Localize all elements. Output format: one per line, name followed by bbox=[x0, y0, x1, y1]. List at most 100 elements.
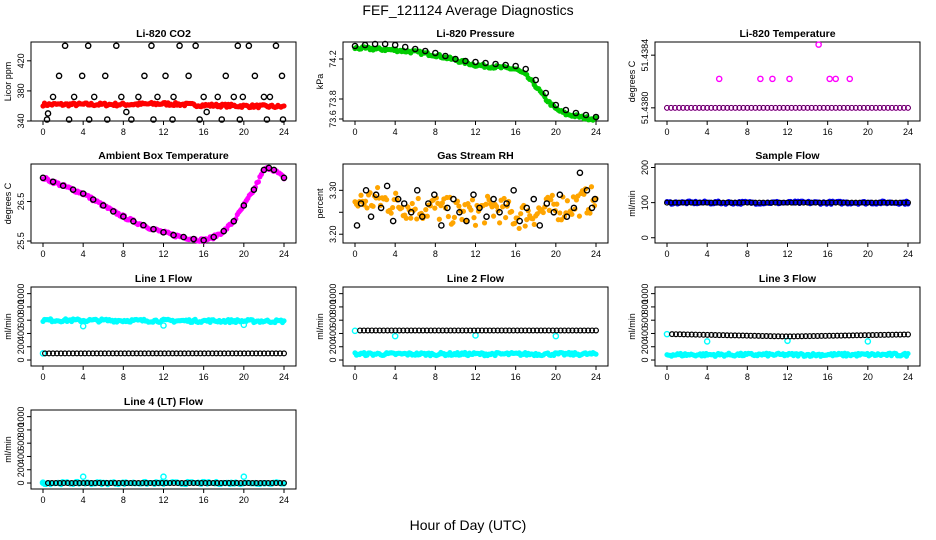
data-point bbox=[548, 197, 554, 203]
data-point bbox=[792, 105, 799, 111]
data-point bbox=[351, 327, 359, 335]
data-point bbox=[218, 116, 226, 123]
data-point bbox=[572, 109, 580, 117]
data-point bbox=[704, 331, 711, 338]
data-point bbox=[483, 201, 489, 207]
data-point bbox=[540, 209, 546, 216]
data-point bbox=[90, 93, 98, 101]
data-point bbox=[904, 331, 911, 338]
data-point bbox=[391, 41, 399, 49]
x-tick-label: 24 bbox=[591, 372, 601, 382]
data-point bbox=[712, 105, 718, 111]
data-point bbox=[377, 204, 385, 212]
data-point bbox=[423, 327, 430, 334]
data-point bbox=[553, 327, 560, 334]
data-point bbox=[127, 480, 134, 487]
data-point bbox=[560, 194, 566, 200]
data-point bbox=[129, 350, 136, 357]
data-point bbox=[506, 327, 513, 334]
data-point bbox=[788, 199, 795, 206]
data-point bbox=[362, 198, 369, 204]
data-point bbox=[784, 199, 791, 206]
data-point bbox=[490, 195, 497, 203]
data-point bbox=[205, 350, 212, 357]
data-point bbox=[68, 480, 75, 487]
y-tick-label: 800 bbox=[16, 422, 26, 437]
data-point bbox=[97, 350, 104, 357]
data-point bbox=[873, 331, 880, 338]
data-point bbox=[728, 332, 735, 339]
data-point bbox=[123, 108, 130, 116]
data-point bbox=[865, 105, 871, 111]
x-tick-label: 12 bbox=[158, 372, 168, 382]
data-point bbox=[88, 480, 95, 487]
data-point bbox=[593, 351, 599, 357]
data-point bbox=[279, 116, 287, 123]
data-point bbox=[767, 333, 774, 340]
data-point bbox=[203, 108, 210, 116]
data-point bbox=[411, 45, 419, 53]
data-point bbox=[42, 350, 49, 357]
data-point bbox=[826, 75, 833, 83]
data-point bbox=[65, 350, 72, 357]
data-point bbox=[684, 331, 691, 338]
data-point bbox=[510, 187, 517, 194]
data-point bbox=[265, 480, 272, 487]
data-point bbox=[848, 199, 855, 206]
data-point bbox=[463, 218, 470, 224]
data-point bbox=[814, 332, 821, 339]
x-tick-label: 12 bbox=[470, 372, 480, 382]
data-point bbox=[109, 208, 117, 215]
data-point bbox=[796, 199, 803, 206]
data-point bbox=[80, 480, 87, 487]
data-point bbox=[240, 473, 248, 481]
data-point bbox=[404, 327, 411, 334]
data-point bbox=[873, 105, 879, 111]
data-point bbox=[109, 350, 116, 357]
series bbox=[352, 349, 599, 359]
data-point bbox=[135, 480, 142, 487]
data-point bbox=[561, 327, 568, 334]
y-tick-label: 600 bbox=[640, 313, 650, 328]
data-point bbox=[532, 76, 540, 84]
data-point bbox=[162, 72, 169, 80]
y-axis-label: Licor ppm bbox=[3, 62, 13, 102]
data-point bbox=[166, 480, 173, 487]
data-point bbox=[696, 105, 702, 111]
data-point bbox=[780, 105, 787, 111]
data-point bbox=[526, 327, 533, 334]
data-point bbox=[577, 327, 584, 334]
data-point bbox=[78, 72, 86, 80]
data-point bbox=[857, 105, 863, 111]
series bbox=[715, 41, 854, 83]
data-point bbox=[849, 332, 856, 339]
data-point bbox=[361, 41, 369, 49]
data-point bbox=[768, 105, 775, 111]
panel-title: Li-820 Temperature bbox=[739, 28, 835, 40]
data-point bbox=[716, 332, 723, 339]
data-point bbox=[137, 350, 144, 357]
data-point bbox=[684, 105, 690, 111]
data-point bbox=[881, 105, 887, 111]
data-point bbox=[760, 105, 767, 111]
data-point bbox=[141, 72, 148, 80]
data-point bbox=[384, 197, 390, 203]
panel-title: Line 3 Flow bbox=[759, 273, 817, 285]
data-point bbox=[830, 332, 837, 339]
data-point bbox=[478, 327, 485, 334]
data-point bbox=[160, 229, 167, 236]
data-point bbox=[392, 327, 399, 334]
data-point bbox=[362, 187, 370, 194]
data-point bbox=[816, 105, 823, 111]
data-point bbox=[846, 75, 854, 83]
data-point bbox=[181, 350, 188, 357]
x-tick-label: 0 bbox=[664, 249, 669, 259]
y-tick-label: 200 bbox=[16, 339, 26, 354]
panel-title: Li-820 CO2 bbox=[136, 28, 191, 40]
data-point bbox=[865, 332, 872, 339]
data-point bbox=[740, 199, 747, 206]
data-point bbox=[897, 331, 904, 338]
x-tick-label: 0 bbox=[664, 127, 669, 137]
data-point bbox=[119, 480, 126, 487]
x-tick-label: 4 bbox=[393, 372, 398, 382]
